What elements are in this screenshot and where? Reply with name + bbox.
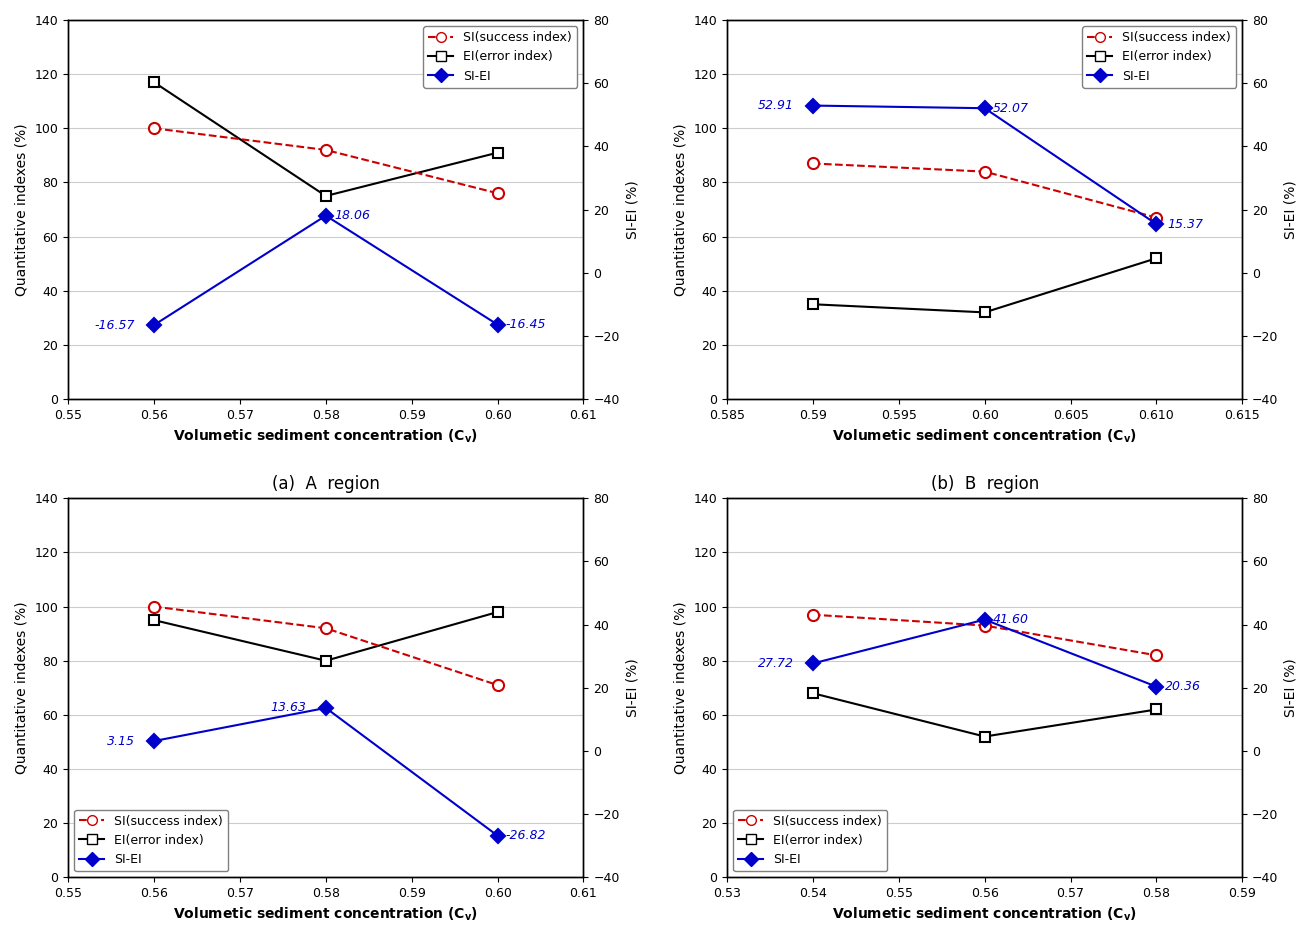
Text: 52.07: 52.07 bbox=[993, 101, 1029, 114]
Legend: SI(success index), EI(error index), SI-EI: SI(success index), EI(error index), SI-E… bbox=[1082, 26, 1236, 88]
Text: 3.15: 3.15 bbox=[106, 734, 135, 748]
Legend: SI(success index), EI(error index), SI-EI: SI(success index), EI(error index), SI-E… bbox=[75, 809, 228, 871]
Text: 13.63: 13.63 bbox=[270, 702, 306, 715]
Y-axis label: SI-EI (%): SI-EI (%) bbox=[1284, 658, 1299, 718]
Text: (a)  A  region: (a) A region bbox=[272, 475, 379, 492]
Y-axis label: SI-EI (%): SI-EI (%) bbox=[625, 180, 639, 239]
Y-axis label: Quantitative indexes (%): Quantitative indexes (%) bbox=[14, 123, 29, 295]
X-axis label: Volumetic sediment concentration ($\mathbf{C_v}$): Volumetic sediment concentration ($\math… bbox=[832, 428, 1137, 445]
Text: 15.37: 15.37 bbox=[1167, 218, 1204, 231]
Text: 27.72: 27.72 bbox=[758, 657, 793, 670]
Y-axis label: SI-EI (%): SI-EI (%) bbox=[1284, 180, 1299, 239]
Text: -26.82: -26.82 bbox=[506, 829, 546, 842]
Legend: SI(success index), EI(error index), SI-EI: SI(success index), EI(error index), SI-E… bbox=[424, 26, 578, 88]
X-axis label: Volumetic sediment concentration ($\mathbf{C_v}$): Volumetic sediment concentration ($\math… bbox=[832, 905, 1137, 923]
Text: -16.57: -16.57 bbox=[95, 319, 135, 331]
Legend: SI(success index), EI(error index), SI-EI: SI(success index), EI(error index), SI-E… bbox=[733, 809, 888, 871]
Text: (b)  B  region: (b) B region bbox=[931, 475, 1039, 492]
Y-axis label: SI-EI (%): SI-EI (%) bbox=[625, 658, 639, 718]
Y-axis label: Quantitative indexes (%): Quantitative indexes (%) bbox=[14, 601, 29, 774]
Text: 52.91: 52.91 bbox=[758, 99, 793, 112]
Text: -16.45: -16.45 bbox=[506, 318, 546, 331]
Y-axis label: Quantitative indexes (%): Quantitative indexes (%) bbox=[674, 123, 688, 295]
Text: 20.36: 20.36 bbox=[1165, 680, 1201, 693]
Text: 18.06: 18.06 bbox=[334, 209, 370, 222]
X-axis label: Volumetic sediment concentration ($\mathbf{C_v}$): Volumetic sediment concentration ($\math… bbox=[173, 905, 478, 923]
Text: 41.60: 41.60 bbox=[993, 613, 1029, 626]
X-axis label: Volumetic sediment concentration ($\mathbf{C_v}$): Volumetic sediment concentration ($\math… bbox=[173, 428, 478, 445]
Y-axis label: Quantitative indexes (%): Quantitative indexes (%) bbox=[674, 601, 688, 774]
